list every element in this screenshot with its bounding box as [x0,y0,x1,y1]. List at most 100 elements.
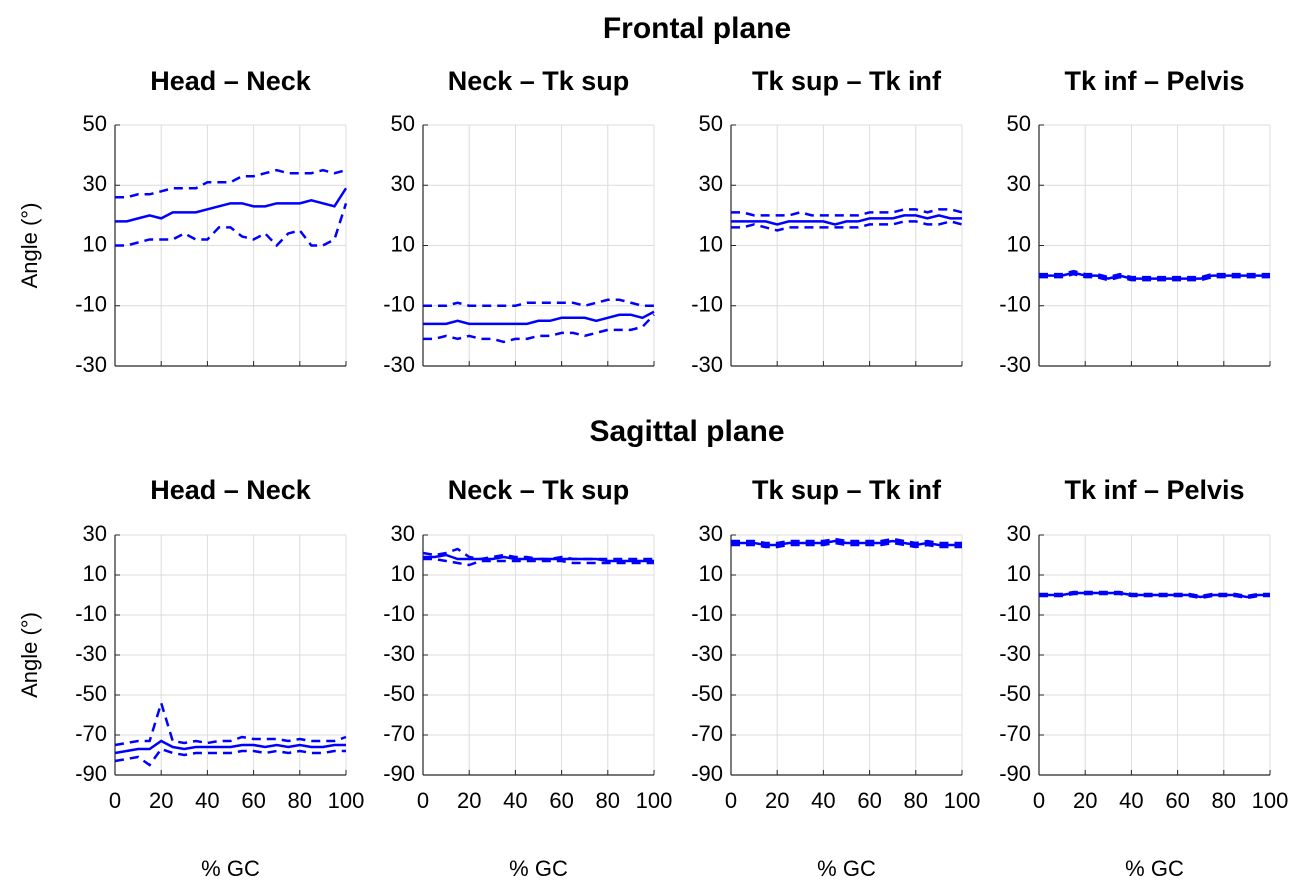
x-tick-label: 20 [149,788,173,813]
band-line [1039,592,1270,600]
x-tick-label: 80 [1212,788,1236,813]
y-tick-label: 30 [1007,171,1031,196]
y-tick-label: 30 [391,521,415,546]
y-tick-label: 10 [83,561,107,586]
y-tick-label: -10 [383,601,415,626]
x-tick-label: 80 [288,788,312,813]
mean-line [115,187,348,223]
mean-line [423,553,654,563]
x-tick-label: 100 [944,788,981,813]
band-line [731,220,963,232]
y-tick-label: -50 [691,681,723,706]
y-tick-label: -30 [75,352,107,377]
mean-line [731,539,962,547]
band-line [423,298,654,308]
x-tick-label: 60 [241,788,265,813]
y-tick-label: 10 [1007,231,1031,256]
y-tick-label: 10 [83,231,107,256]
band-line [731,537,962,545]
x-tick-label: 60 [1165,788,1189,813]
y-tick-label: -70 [383,721,415,746]
section-title: Frontal plane [603,12,791,45]
y-tick-label: 50 [699,111,723,136]
x-tick-label: 80 [904,788,928,813]
band-line [731,541,962,549]
y-tick-label: -10 [691,601,723,626]
x-tick-label: 100 [328,788,365,813]
y-tick-label: 10 [699,561,723,586]
y-tick-label: -50 [999,681,1031,706]
y-tick-label: 30 [699,521,723,546]
band-line [423,313,655,344]
x-tick-label: 60 [857,788,881,813]
y-tick-label: -10 [999,601,1031,626]
x-tick-label: 100 [636,788,673,813]
y-tick-label: -30 [383,641,415,666]
y-tick-label: 50 [1007,111,1031,136]
y-tick-label: -30 [999,641,1031,666]
band-line [731,208,963,217]
y-tick-label: -70 [75,721,107,746]
x-tick-label: 40 [811,788,835,813]
chart-title: Tk inf – Pelvis [1064,66,1244,96]
x-tick-label: 100 [1252,788,1289,813]
y-tick-label: 30 [391,171,415,196]
y-tick-label: -30 [999,352,1031,377]
mean-line [1039,271,1270,280]
y-tick-label: -30 [75,641,107,666]
y-tick-label: -10 [691,292,723,317]
band-line [115,202,348,248]
x-tick-label: 80 [596,788,620,813]
y-tick-label: -50 [383,681,415,706]
x-tick-label: 40 [195,788,219,813]
y-tick-label: 30 [699,171,723,196]
mean-line [423,310,655,326]
band-line [423,557,654,567]
y-tick-label: -10 [75,292,107,317]
x-axis-label: % GC [1125,856,1184,881]
y-tick-label: -10 [383,292,415,317]
y-tick-label: 10 [391,231,415,256]
mean-line [731,214,962,226]
x-tick-label: 40 [1119,788,1143,813]
y-tick-label: -90 [383,761,415,786]
y-tick-label: 30 [83,171,107,196]
y-tick-label: 10 [699,231,723,256]
x-tick-label: 0 [1033,788,1045,813]
chart-title: Head – Neck [150,475,312,505]
y-tick-label: -10 [999,292,1031,317]
band-line [115,168,347,199]
y-tick-label: 50 [391,111,415,136]
y-tick-label: -30 [383,352,415,377]
section-title: Sagittal plane [589,415,784,448]
chart-title: Tk sup – Tk inf [752,475,942,505]
mean-line [114,739,346,755]
y-tick-label: -70 [999,721,1031,746]
x-tick-label: 60 [549,788,573,813]
y-tick-label: -90 [999,761,1031,786]
x-axis-label: % GC [817,856,876,881]
y-tick-label: 30 [83,521,107,546]
y-tick-label: -30 [691,641,723,666]
y-tick-label: -10 [75,601,107,626]
x-tick-label: 0 [725,788,737,813]
y-tick-label: -90 [691,761,723,786]
x-tick-label: 20 [457,788,481,813]
chart-title: Tk inf – Pelvis [1064,475,1244,505]
y-tick-label: -50 [75,681,107,706]
chart-title: Tk sup – Tk inf [752,66,942,96]
y-tick-label: 10 [391,561,415,586]
y-tick-label: 50 [83,111,107,136]
y-tick-label: -30 [691,352,723,377]
band-line [1039,590,1270,598]
x-axis-label: % GC [201,856,260,881]
x-tick-label: 0 [417,788,429,813]
y-tick-label: -70 [691,721,723,746]
chart-title: Head – Neck [150,66,312,96]
x-tick-label: 40 [503,788,527,813]
chart-title: Neck – Tk sup [448,475,630,505]
x-tick-label: 20 [765,788,789,813]
x-tick-label: 0 [109,788,121,813]
x-tick-label: 20 [1073,788,1097,813]
